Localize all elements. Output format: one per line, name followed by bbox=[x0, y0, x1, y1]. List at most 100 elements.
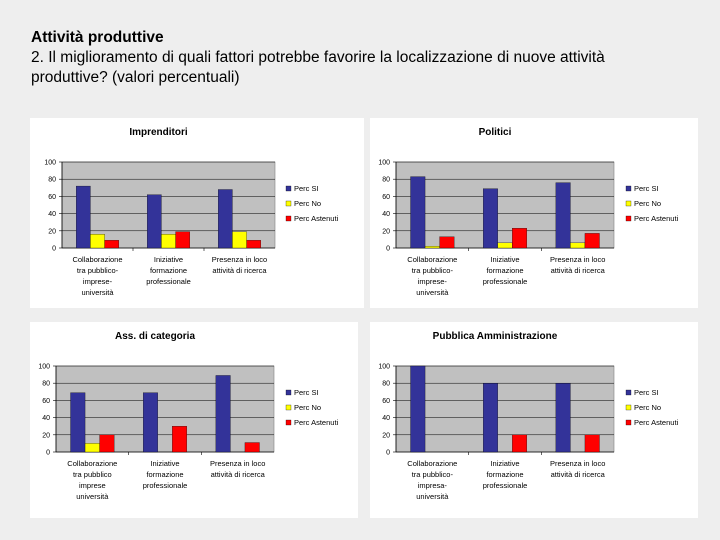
bar-si-1 bbox=[70, 392, 86, 453]
category-label-line: tra pubblico- bbox=[412, 266, 454, 275]
category-label-line: attività di ricerca bbox=[211, 470, 266, 479]
legend-label-si: Perc SI bbox=[294, 184, 319, 193]
legend-swatch-astenuti bbox=[625, 419, 632, 426]
y-tick-label: 0 bbox=[46, 450, 50, 457]
y-tick-label: 100 bbox=[44, 160, 56, 167]
legend-swatch-si bbox=[625, 185, 632, 192]
category-label-line: università bbox=[416, 288, 449, 297]
chart-title: Ass. di categoria bbox=[115, 331, 195, 342]
bar-astenuti-1 bbox=[439, 236, 455, 249]
category-label-line: Collaborazione bbox=[407, 255, 457, 264]
chart-pubblica-amministrazione: Pubblica Amministrazione 0 20 40 60 80 100 Coll… bbox=[370, 322, 698, 518]
bar-si-1 bbox=[410, 176, 426, 249]
category-label-line: attività di ricerca bbox=[551, 470, 606, 479]
bar-no-1 bbox=[84, 443, 100, 453]
category-label-line: università bbox=[76, 492, 109, 501]
category-label-line: Iniziative bbox=[150, 459, 179, 468]
category-label-line: formazione bbox=[486, 266, 523, 275]
bar-si-1 bbox=[76, 185, 91, 249]
y-tick-label: 40 bbox=[48, 211, 56, 218]
y-tick-label: 0 bbox=[52, 246, 56, 253]
category-label-line: università bbox=[416, 492, 449, 501]
bar-astenuti-2 bbox=[512, 228, 527, 249]
category-label-line: Presenza in loco bbox=[550, 459, 605, 468]
y-tick-label: 20 bbox=[382, 228, 390, 235]
chart-imprenditori-svg: Imprenditori 0 20 40 60 80 100 Collaborazione tr… bbox=[44, 127, 339, 297]
category-label-line: professionale bbox=[146, 277, 191, 286]
plot-area bbox=[55, 365, 275, 453]
bar-si-2 bbox=[143, 392, 158, 453]
category-label-line: formazione bbox=[150, 266, 187, 275]
y-tick-label: 60 bbox=[48, 194, 56, 201]
category-label: Presenza in loco attività di ricerca bbox=[210, 459, 266, 479]
chart-imprenditori: Imprenditori 0 20 40 60 80 100 Collaborazione tr… bbox=[30, 118, 364, 308]
legend-label-si: Perc SI bbox=[634, 184, 659, 193]
plot-area bbox=[395, 161, 615, 249]
y-tick-label: 80 bbox=[48, 177, 56, 184]
category-label: Presenza in loco attività di ricerca bbox=[550, 255, 606, 275]
y-tick-label: 100 bbox=[38, 364, 50, 371]
legend-label-no: Perc No bbox=[634, 199, 661, 208]
legend-label-si: Perc SI bbox=[634, 388, 659, 397]
legend-label-si: Perc SI bbox=[294, 388, 319, 397]
question-line-1: 2. Il miglioramento di quali fattori pot… bbox=[31, 49, 605, 66]
category-label-line: professionale bbox=[483, 481, 528, 490]
chart-ass-categoria: Ass. di categoria 0 20 40 60 80 100 Collaborazi… bbox=[30, 322, 358, 518]
bar-si-2 bbox=[483, 188, 498, 249]
category-label: Collaborazione tra pubblico imprese univers… bbox=[67, 459, 117, 501]
category-label: Iniziative formazione professionale bbox=[146, 255, 191, 286]
category-label-line: imprese- bbox=[83, 277, 113, 286]
y-tick-label: 100 bbox=[378, 364, 390, 371]
category-label-line: Iniziative bbox=[490, 459, 519, 468]
legend-swatch-si bbox=[285, 185, 292, 192]
category-label: Collaborazione tra pubblico-imprese-unive… bbox=[407, 255, 457, 297]
y-tick-label: 80 bbox=[42, 381, 50, 388]
y-tick-label: 40 bbox=[382, 415, 390, 422]
legend-swatch-astenuti bbox=[285, 215, 292, 222]
category-label-line: tra pubblico- bbox=[412, 470, 454, 479]
y-tick-label: 60 bbox=[382, 194, 390, 201]
category-label-line: attività di ricerca bbox=[212, 266, 267, 275]
chart-title: Pubblica Amministrazione bbox=[433, 331, 558, 342]
bar-si-3 bbox=[555, 182, 571, 249]
plot-area bbox=[395, 365, 615, 453]
chart-ass-categoria-svg: Ass. di categoria 0 20 40 60 80 100 Collaborazi… bbox=[38, 331, 339, 501]
y-tick-label: 40 bbox=[42, 415, 50, 422]
bar-astenuti-1 bbox=[104, 240, 119, 249]
y-tick-label: 40 bbox=[382, 211, 390, 218]
bar-si-3 bbox=[215, 375, 231, 453]
legend-label-astenuti: Perc Astenuti bbox=[294, 214, 339, 223]
category-label: Collaborazione tra pubblico-imprese-unive… bbox=[72, 255, 122, 297]
category-label-line: attività di ricerca bbox=[551, 266, 606, 275]
legend-label-no: Perc No bbox=[294, 199, 321, 208]
legend-swatch-si bbox=[285, 389, 292, 396]
category-label-line: professionale bbox=[143, 481, 188, 490]
y-tick-label: 60 bbox=[382, 398, 390, 405]
category-label-line: Collaborazione bbox=[72, 255, 122, 264]
bar-si-2 bbox=[483, 383, 498, 453]
bar-astenuti-3 bbox=[584, 233, 600, 249]
category-label-line: Collaborazione bbox=[407, 459, 457, 468]
legend-label-astenuti: Perc Astenuti bbox=[294, 418, 339, 427]
category-label-line: formazione bbox=[146, 470, 183, 479]
legend-label-no: Perc No bbox=[294, 403, 321, 412]
y-tick-label: 80 bbox=[382, 177, 390, 184]
legend-label-no: Perc No bbox=[634, 403, 661, 412]
category-label-line: università bbox=[81, 288, 114, 297]
legend-swatch-astenuti bbox=[625, 215, 632, 222]
y-tick-label: 20 bbox=[382, 432, 390, 439]
category-label: Presenza in loco attività di ricerca bbox=[212, 255, 268, 275]
question-line-2: produttive? (valori percentuali) bbox=[31, 69, 240, 86]
category-label: Iniziative formazione professionale bbox=[483, 459, 528, 490]
legend-label-astenuti: Perc Astenuti bbox=[634, 418, 679, 427]
legend-swatch-no bbox=[625, 200, 632, 207]
category-label-line: tra pubblico bbox=[73, 470, 112, 479]
category-label-line: Iniziative bbox=[490, 255, 519, 264]
category-label: Iniziative formazione professionale bbox=[143, 459, 188, 490]
bar-no-2 bbox=[497, 242, 513, 249]
y-tick-label: 0 bbox=[386, 450, 390, 457]
bar-astenuti-2 bbox=[175, 231, 190, 249]
category-label-line: Presenza in loco bbox=[550, 255, 605, 264]
bar-no-2 bbox=[161, 234, 176, 249]
legend-swatch-no bbox=[625, 404, 632, 411]
